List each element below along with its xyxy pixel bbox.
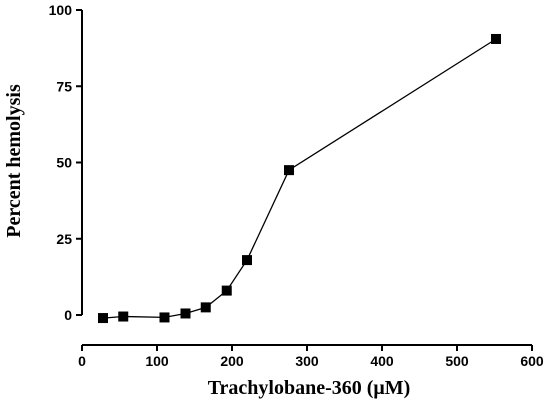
x-tick-label: 400 <box>370 353 394 369</box>
axes: 0 25 50 75 100 0 100 200 300 400 500 600 <box>49 2 544 369</box>
x-axis-title: Trachylobane-360 (μM) <box>208 377 411 399</box>
data-point <box>491 33 501 44</box>
x-tick-label: 500 <box>445 353 469 369</box>
y-tick-label: 75 <box>56 78 72 94</box>
x-tick-label: 200 <box>220 353 244 369</box>
x-tick-label: 100 <box>145 353 169 369</box>
x-tick-label: 600 <box>520 353 544 369</box>
data-point <box>242 255 252 266</box>
x-tick-label: 0 <box>78 353 86 369</box>
plot-area <box>98 33 501 324</box>
data-point <box>118 311 129 322</box>
data-point <box>98 313 108 324</box>
y-tick-label: 50 <box>56 155 72 171</box>
y-axis-title: Percent hemolysis <box>3 84 25 238</box>
data-point <box>200 302 211 313</box>
data-point <box>159 312 170 323</box>
y-tick-label: 25 <box>56 231 72 247</box>
x-tick-label: 300 <box>295 353 319 369</box>
series-line <box>102 38 497 319</box>
data-point <box>284 165 294 176</box>
y-tick-label: 100 <box>49 2 73 18</box>
data-point <box>221 285 232 296</box>
y-tick-label: 0 <box>64 307 72 323</box>
data-point <box>180 308 191 319</box>
